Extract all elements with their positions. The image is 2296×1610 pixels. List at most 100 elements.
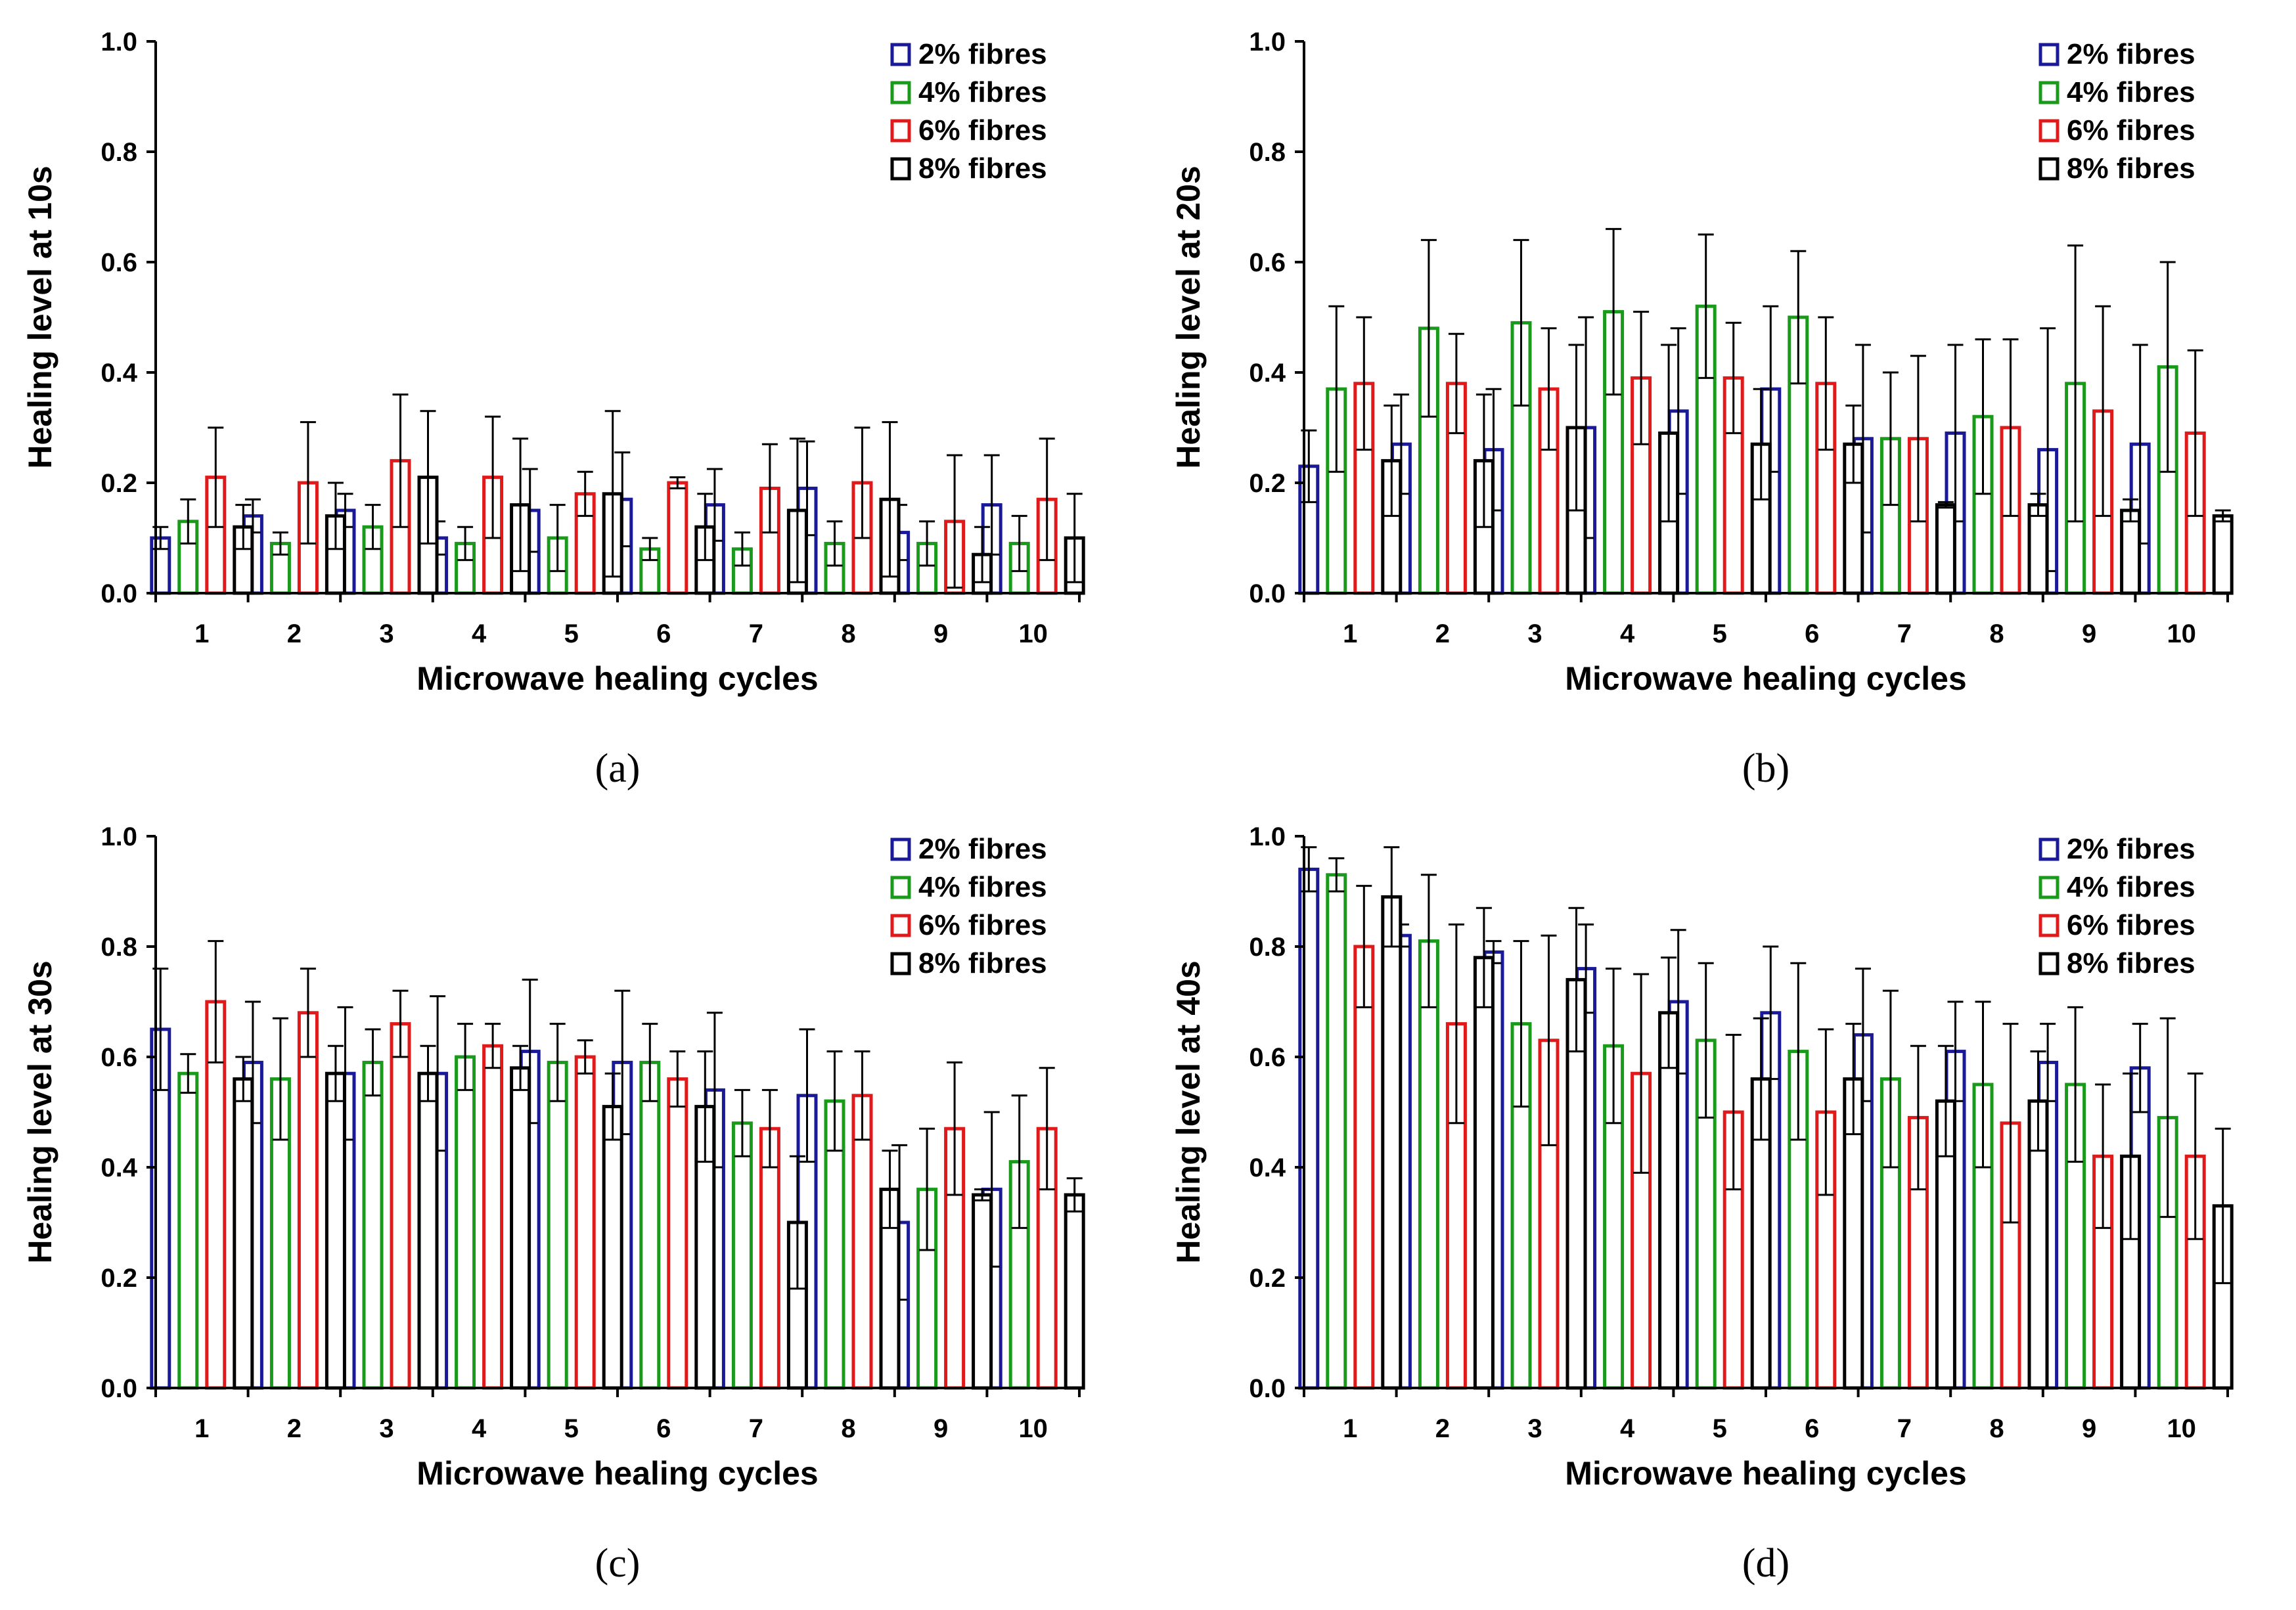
chart-c-bar-s2-c3	[362, 1060, 384, 1390]
chart-c-bar-s2-c4	[455, 1055, 476, 1390]
chart-a-x-tick-label-7: 7	[749, 619, 763, 648]
chart-c-bar-s3-c2	[297, 1011, 319, 1390]
chart-d-legend-label-1: 2% fibres	[2067, 833, 2195, 865]
chart-c-x-tick-label-8: 8	[841, 1414, 855, 1443]
chart-c-legend-label-2: 4% fibres	[918, 871, 1047, 903]
chart-d-legend-swatch-1	[2038, 838, 2060, 861]
chart-c-legend-swatch-4	[890, 952, 911, 975]
chart-d-y-tick-label-1: 0.2	[1249, 1264, 1286, 1293]
chart-c-y-tick-label-0: 0.0	[101, 1374, 137, 1403]
chart-a-y-tick-label-4: 0.8	[101, 138, 137, 167]
chart-b-x-tick-label-3: 3	[1527, 619, 1542, 648]
chart-d-bar-s2-c6	[1788, 1050, 1809, 1390]
chart-d-legend-swatch-3	[2038, 914, 2060, 937]
chart-a-panel-caption: (a)	[595, 746, 641, 791]
chart-c-bar-s3-c7	[759, 1127, 780, 1390]
chart-c-legend-swatch-1	[890, 838, 911, 861]
chart-a-legend-label-2: 4% fibres	[918, 76, 1047, 108]
chart-d-x-tick-label-2: 2	[1435, 1414, 1450, 1443]
chart-c-legend-label-1: 2% fibres	[918, 833, 1047, 865]
chart-panel-a: 0.0 0.2 0.4 0.6 0.8 1.0 1 2 3 4 5 6 7 8 9 10 Microwave h…	[0, 0, 1148, 805]
chart-b-legend-label-4: 8% fibres	[2067, 152, 2195, 185]
chart-b-x-tick-label-6: 6	[1805, 619, 1819, 648]
chart-a-legend-swatch-2	[890, 81, 911, 104]
chart-d-x-tick-label-10: 10	[2167, 1414, 2196, 1443]
chart-a-x-tick-label-3: 3	[379, 619, 394, 648]
chart-d-x-tick-label-5: 5	[1713, 1414, 1727, 1443]
chart-d-bar-s2-c1	[1326, 873, 1347, 1390]
chart-b-legend-swatch-2	[2038, 81, 2060, 104]
chart-b-legend-swatch-1	[2038, 43, 2060, 66]
chart-c-bar-s3-c4	[482, 1044, 504, 1390]
chart-b-legend-label-3: 6% fibres	[2067, 114, 2195, 146]
chart-b-bar-s4-c7	[1935, 503, 1956, 595]
chart-b-x-axis-title: Microwave healing cycles	[1565, 660, 1966, 697]
chart-c-x-tick-label-1: 1	[194, 1414, 209, 1443]
chart-c-bar-s4-c9	[972, 1193, 993, 1390]
chart-c-bar-s2-c1	[177, 1071, 199, 1390]
chart-svg-d: 0.0 0.2 0.4 0.6 0.8 1.0 1 2 3 4 5 6 7 8 9 10 Microwave h…	[1170, 822, 2234, 1586]
chart-c-x-tick-label-7: 7	[749, 1414, 763, 1443]
chart-d-y-tick-label-3: 0.6	[1249, 1043, 1286, 1072]
chart-a-x-tick-label-9: 9	[934, 619, 948, 648]
chart-a-x-tick-label-2: 2	[287, 619, 302, 648]
chart-c-bar-s2-c7	[731, 1121, 753, 1390]
chart-a-legend-label-1: 2% fibres	[918, 38, 1047, 70]
chart-c-y-tick-label-5: 1.0	[101, 822, 137, 851]
chart-a-x-tick-label-5: 5	[564, 619, 579, 648]
chart-d-y-tick-label-0: 0.0	[1249, 1374, 1286, 1403]
chart-d-y-tick-label-4: 0.8	[1249, 933, 1286, 962]
chart-a-y-tick-label-2: 0.4	[101, 359, 137, 388]
chart-a-bar-s3-c6	[667, 481, 688, 595]
chart-a-y-tick-label-5: 1.0	[101, 28, 137, 56]
chart-b-x-tick-label-9: 9	[2082, 619, 2096, 648]
chart-a-x-axis-title: Microwave healing cycles	[416, 660, 818, 697]
chart-c-bar-s4-c4	[510, 1066, 531, 1390]
chart-c-bar-s4-c6	[694, 1105, 716, 1390]
chart-c-bar-s4-c2	[325, 1071, 346, 1390]
chart-d-x-tick-label-4: 4	[1620, 1414, 1635, 1443]
chart-a-x-tick-label-10: 10	[1018, 619, 1048, 648]
chart-d-y-axis-title: Healing level at 40s	[1170, 960, 1207, 1263]
chart-c-x-tick-label-4: 4	[472, 1414, 487, 1443]
chart-c-bar-s2-c6	[639, 1060, 661, 1390]
chart-d-bar-s4-c2	[1473, 956, 1495, 1390]
chart-d-bar-s4-c4	[1658, 1011, 1680, 1390]
chart-c-x-axis-title: Microwave healing cycles	[416, 1455, 818, 1492]
chart-c-panel-caption: (c)	[595, 1541, 641, 1586]
chart-c-x-tick-label-9: 9	[934, 1414, 948, 1443]
chart-d-x-tick-label-9: 9	[2082, 1414, 2096, 1443]
chart-c-legend-swatch-3	[890, 914, 911, 937]
chart-c-bar-s3-c5	[574, 1055, 596, 1390]
chart-b-x-tick-label-10: 10	[2167, 619, 2196, 648]
chart-c-bar-s2-c5	[547, 1060, 568, 1390]
chart-c-x-tick-label-3: 3	[379, 1414, 394, 1443]
chart-d-x-tick-label-3: 3	[1527, 1414, 1542, 1443]
chart-b-y-tick-label-2: 0.4	[1249, 359, 1286, 388]
chart-c-bar-s4-c5	[602, 1105, 623, 1390]
chart-panel-d: 0.0 0.2 0.4 0.6 0.8 1.0 1 2 3 4 5 6 7 8 9 10 Microwave h…	[1148, 795, 2296, 1599]
chart-b-x-tick-label-5: 5	[1713, 619, 1727, 648]
chart-d-bar-s2-c2	[1418, 939, 1439, 1390]
chart-d-x-tick-label-7: 7	[1897, 1414, 1912, 1443]
chart-a-legend-label-4: 8% fibres	[918, 152, 1047, 185]
chart-d-legend-label-4: 8% fibres	[2067, 947, 2195, 979]
chart-b-y-tick-label-0: 0.0	[1249, 579, 1286, 608]
chart-d-x-tick-label-1: 1	[1343, 1414, 1357, 1443]
chart-a-x-tick-label-1: 1	[194, 619, 209, 648]
chart-c-bar-s3-c3	[390, 1022, 411, 1390]
chart-panel-b: 0.0 0.2 0.4 0.6 0.8 1.0 1 2 3 4 5 6 7 8 9 10 Microwave h…	[1148, 0, 2296, 805]
chart-b-bar-s4-c9	[2120, 508, 2142, 595]
chart-a-y-axis-title: Healing level at 10s	[22, 166, 58, 468]
chart-d-panel-caption: (d)	[1742, 1541, 1790, 1586]
chart-c-y-tick-label-2: 0.4	[101, 1153, 137, 1182]
chart-b-legend-swatch-3	[2038, 119, 2060, 143]
chart-c-y-tick-label-3: 0.6	[101, 1043, 137, 1072]
chart-c-x-tick-label-2: 2	[287, 1414, 302, 1443]
chart-b-y-tick-label-1: 0.2	[1249, 469, 1286, 498]
chart-b-y-axis-title: Healing level at 20s	[1170, 166, 1207, 468]
chart-c-bar-s3-c6	[667, 1077, 688, 1390]
chart-b-y-tick-label-4: 0.8	[1249, 138, 1286, 167]
chart-d-legend-label-2: 4% fibres	[2067, 871, 2195, 903]
chart-c-bar-s4-c10	[1064, 1193, 1085, 1390]
